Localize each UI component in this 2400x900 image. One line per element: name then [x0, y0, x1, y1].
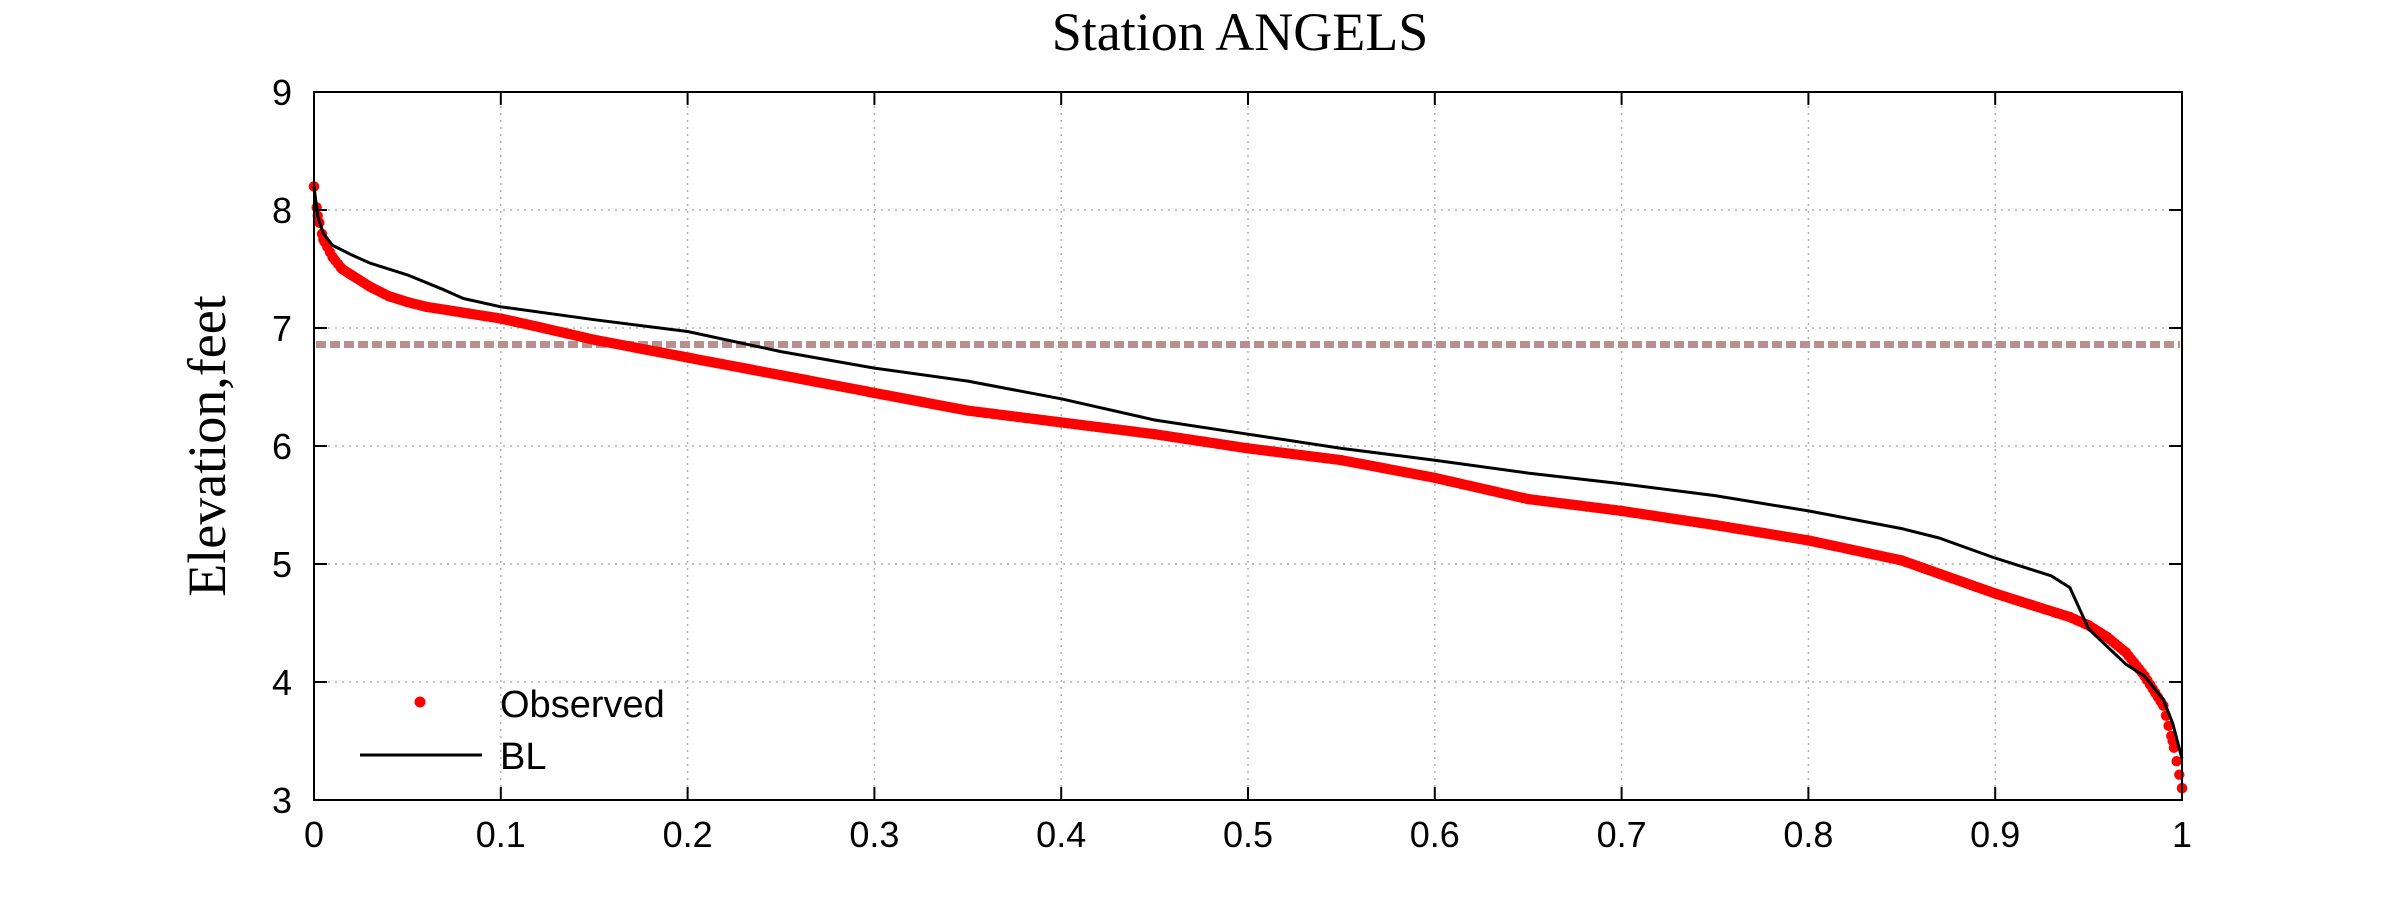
y-axis-label: Elevation,feet: [177, 295, 237, 596]
plot-series: [308, 181, 2188, 794]
observed-point: [1616, 505, 1627, 517]
y-tick-label: 5: [272, 544, 292, 585]
observed-point: [1523, 493, 1534, 505]
observed-point: [1149, 429, 1160, 440]
x-tick-label: 0.4: [1036, 814, 1086, 855]
observed-point: [383, 290, 394, 302]
observed-point: [458, 307, 469, 318]
observed-point: [1803, 535, 1814, 546]
x-tick-label: 0: [304, 814, 324, 855]
observed-point: [1990, 588, 2001, 599]
x-tick-label: 0.9: [1970, 814, 2020, 855]
observed-point: [402, 296, 413, 308]
y-tick-label: 8: [272, 190, 292, 231]
y-tick-label: 7: [272, 308, 292, 349]
legend-observed-label: Observed: [500, 684, 665, 726]
observed-point: [495, 313, 506, 324]
observed-point: [1429, 472, 1441, 484]
legend-observed-marker: [414, 696, 426, 708]
observed-trail-dot: [2171, 756, 2182, 767]
x-tick-label: 0.3: [849, 814, 899, 855]
observed-point: [1709, 519, 1721, 531]
y-tick-label: 4: [272, 662, 292, 703]
observed-point: [364, 281, 376, 292]
observed-point: [1056, 417, 1067, 428]
x-tick-label: 1: [2172, 814, 2192, 855]
observed-point: [682, 352, 693, 363]
axis-ticks: [313, 91, 2183, 801]
legend-bl-label: BL: [500, 736, 546, 778]
x-tick-label: 0.7: [1597, 814, 1647, 855]
y-tick-label: 3: [272, 780, 292, 821]
observed-point: [589, 334, 600, 345]
x-tick-label: 0.1: [476, 814, 526, 855]
observed-point: [2120, 647, 2132, 658]
series-bl-line: [312, 186, 2184, 760]
observed-point: [2064, 611, 2076, 623]
observed-point: [336, 263, 348, 275]
observed-point: [420, 301, 432, 312]
observed-point: [327, 252, 338, 263]
observed-point: [869, 387, 880, 399]
series-observed: [308, 181, 2188, 794]
observed-point: [2102, 631, 2113, 643]
observed-point: [1336, 454, 1347, 466]
chart-title: Station ANGELS: [1052, 2, 1429, 62]
observed-point: [962, 405, 973, 416]
observed-point: [532, 321, 544, 333]
legend: Observed BL: [360, 684, 665, 778]
x-tick-label: 0.8: [1783, 814, 1833, 855]
y-tick-label: 9: [272, 72, 292, 113]
x-tick-label: 0.6: [1410, 814, 1460, 855]
tick-labels: 0 0.1 0.2 0.3 0.4 0.5 0.6 0.7 0.8 0.9 1 3 4 5 6 7 8 9: [272, 72, 2192, 855]
grid: [314, 92, 2182, 800]
x-tick-label: 0.2: [663, 814, 713, 855]
observed-point: [1896, 555, 1908, 566]
observed-point: [346, 269, 357, 281]
observed-point: [2027, 600, 2038, 611]
observed-point: [1242, 443, 1254, 454]
x-tick-label: 0.5: [1223, 814, 1273, 855]
y-tick-label: 6: [272, 426, 292, 467]
observed-point: [775, 370, 787, 381]
